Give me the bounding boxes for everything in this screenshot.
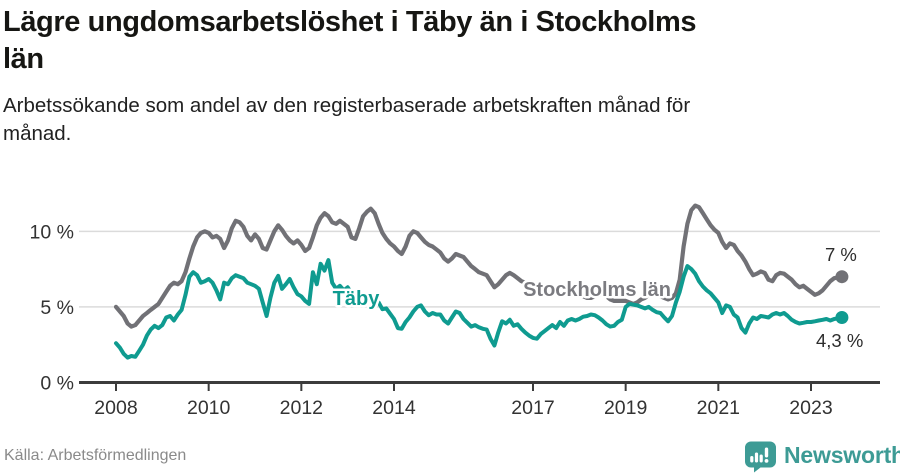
end-value-label-stockholms-lan: 7 % <box>825 244 857 265</box>
page-subtitle-line1: Arbetssökande som andel av den registerb… <box>3 94 691 117</box>
series-line-taby <box>114 258 844 360</box>
y-gridlines <box>79 230 880 308</box>
page-title-line2: län <box>3 43 44 75</box>
newsworthy-bubble-icon <box>745 441 776 473</box>
newsworthy-wordmark: Newsworthy <box>784 442 900 468</box>
series-end-dot-stockholms-lan <box>835 270 849 284</box>
series-label-stockholms-lan: Stockholms län <box>523 279 671 301</box>
y-tick-label: 10 % <box>30 221 74 243</box>
y-tick-label: 0 % <box>40 373 74 395</box>
y-tick-label: 5 % <box>40 297 74 319</box>
x-tick-label: 2010 <box>187 397 231 419</box>
newsworthy-logo[interactable]: Newsworthy <box>744 441 900 474</box>
end-value-label-taby: 4,3 % <box>816 330 863 351</box>
x-tick-label: 2014 <box>372 397 416 419</box>
page-subtitle-line2: månad. <box>3 122 72 145</box>
page-title-line1: Lägre ungdomsarbetslöshet i Täby än i St… <box>3 6 697 38</box>
page-subtitle: Arbetssökande som andel av den registerb… <box>3 92 863 148</box>
series-line-stockholms-lan <box>113 203 844 329</box>
x-tick-label: 2008 <box>94 397 137 419</box>
y-axis-labels: 0 % 5 % 10 % <box>30 221 74 394</box>
page-title: Lägre ungdomsarbetslöshet i Täby än i St… <box>3 4 883 78</box>
x-tick-label: 2021 <box>697 397 740 419</box>
source-note: Källa: Arbetsförmedlingen <box>4 447 187 464</box>
series-end-dot-taby <box>835 311 849 324</box>
x-tick-label: 2017 <box>511 397 554 419</box>
x-tick-label: 2019 <box>604 397 647 419</box>
x-tick-label: 2023 <box>789 397 832 419</box>
x-axis-ticks: 2008 2010 2012 2014 2017 2019 2021 2023 <box>94 382 833 419</box>
series-label-taby: Täby <box>333 288 381 310</box>
x-tick-label: 2012 <box>280 397 323 419</box>
